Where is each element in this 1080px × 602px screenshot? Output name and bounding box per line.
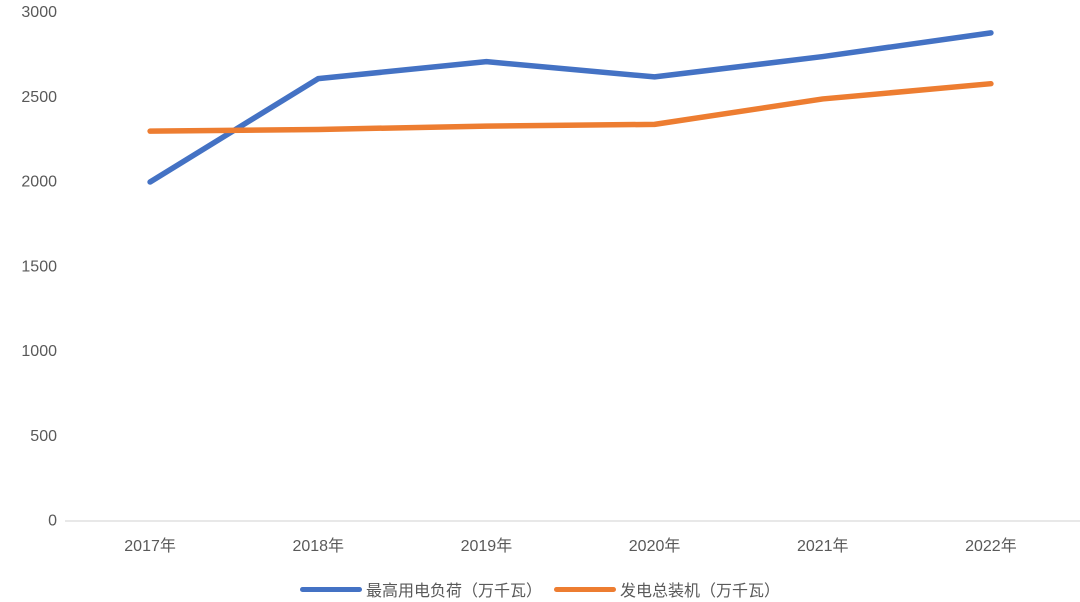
series-line-installed-capacity[interactable] [147, 80, 994, 134]
legend-item-installed-capacity[interactable]: 发电总装机（万千瓦） [554, 577, 780, 601]
x-axis-tick-label: 2017年 [124, 537, 176, 555]
legend-item-max-load[interactable]: 最高用电负荷（万千瓦） [299, 577, 542, 601]
x-axis-tick-label: 2022年 [965, 537, 1017, 555]
x-axis-tick-label: 2018年 [292, 537, 344, 555]
legend-line-swatch-orange [554, 586, 616, 592]
y-axis-tick-label: 2000 [21, 174, 57, 191]
legend-label-installed-capacity: 发电总装机（万千瓦） [620, 583, 781, 600]
y-axis-tick-label: 1500 [21, 258, 57, 275]
x-axis-tick-label: 2021年 [797, 537, 849, 555]
y-axis-tick-label: 500 [30, 428, 57, 445]
legend-label-max-load: 最高用电负荷（万千瓦） [365, 583, 542, 600]
y-axis-tick-label: 2500 [21, 89, 57, 106]
y-axis-tick-label: 0 [48, 513, 57, 530]
y-axis-tick-label: 1000 [21, 343, 57, 360]
legend-line-swatch-blue [299, 586, 362, 592]
y-axis-tick-label: 3000 [21, 4, 57, 21]
x-axis-tick-label: 2020年 [629, 537, 681, 555]
x-axis-tick-label: 2019年 [461, 537, 513, 555]
series-line-max-load[interactable] [147, 30, 994, 185]
chart-legend: 最高用电负荷（万千瓦） 发电总装机（万千瓦） [0, 577, 1080, 601]
